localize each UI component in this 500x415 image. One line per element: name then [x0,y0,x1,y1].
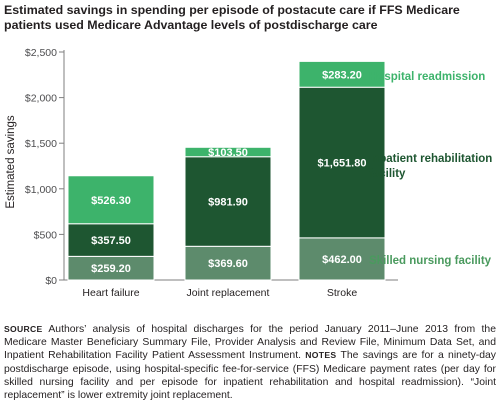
chart-footnote: SOURCE Authors’ analysis of hospital dis… [4,323,496,402]
x-category-label: Stroke [327,287,358,299]
bar-value-label: $283.20 [322,69,362,81]
legend-label-line: facility [369,168,406,180]
x-category-label: Heart failure [82,287,139,299]
source-text: Authors’ analysis of hospital discharges… [4,324,496,362]
bar-value-label: $462.00 [322,254,362,266]
chart-title: Estimated savings in spending per episod… [4,3,460,32]
bar-value-label: $259.20 [91,263,131,275]
y-axis-title: Estimated savings [5,115,17,209]
y-tick-label: $500 [34,229,58,241]
bar-value-label: $103.50 [208,147,248,159]
notes-text: The savings are for a ninety-day postdis… [4,350,496,402]
bar-value-label: $981.90 [208,197,248,209]
bar-value-label: $357.50 [91,235,131,247]
legend-label-line: Hospital readmission [369,71,485,83]
bar-segment [67,223,155,257]
legend-label: Hospital readmission [369,71,485,83]
y-tick-label: $1,500 [25,138,57,150]
y-tick-label: $2,000 [25,93,57,105]
bar-value-label: $526.30 [91,195,131,207]
legend-label-line: Inpatient rehabilitation [369,153,492,165]
y-tick-label: $2,500 [25,47,57,59]
bar-segment [298,237,386,281]
bar-segment [67,175,155,225]
stacked-bar-chart: $0 $500 $1,000 $1,500 $2,000 $2,500 Estimated … [5,47,492,299]
source-key: SOURCE [4,324,43,334]
legend-label: Skilled nursing facility [369,255,492,267]
bar-segment [298,86,386,239]
legend-label-line: Skilled nursing facility [369,255,492,267]
bar-value-label: $1,651.80 [318,158,367,170]
y-tick-label: $1,000 [25,184,57,196]
bar-value-label: $369.60 [208,258,248,270]
legend-label: Inpatient rehabilitation facility [369,153,492,180]
bar-segment [184,156,272,247]
bar-segment [184,245,272,281]
notes-key: NOTES [305,350,337,361]
bar-segment [298,60,386,88]
x-category-label: Joint replacement [187,287,270,299]
bar-segment [184,146,272,158]
y-tick-label: $0 [45,275,57,287]
